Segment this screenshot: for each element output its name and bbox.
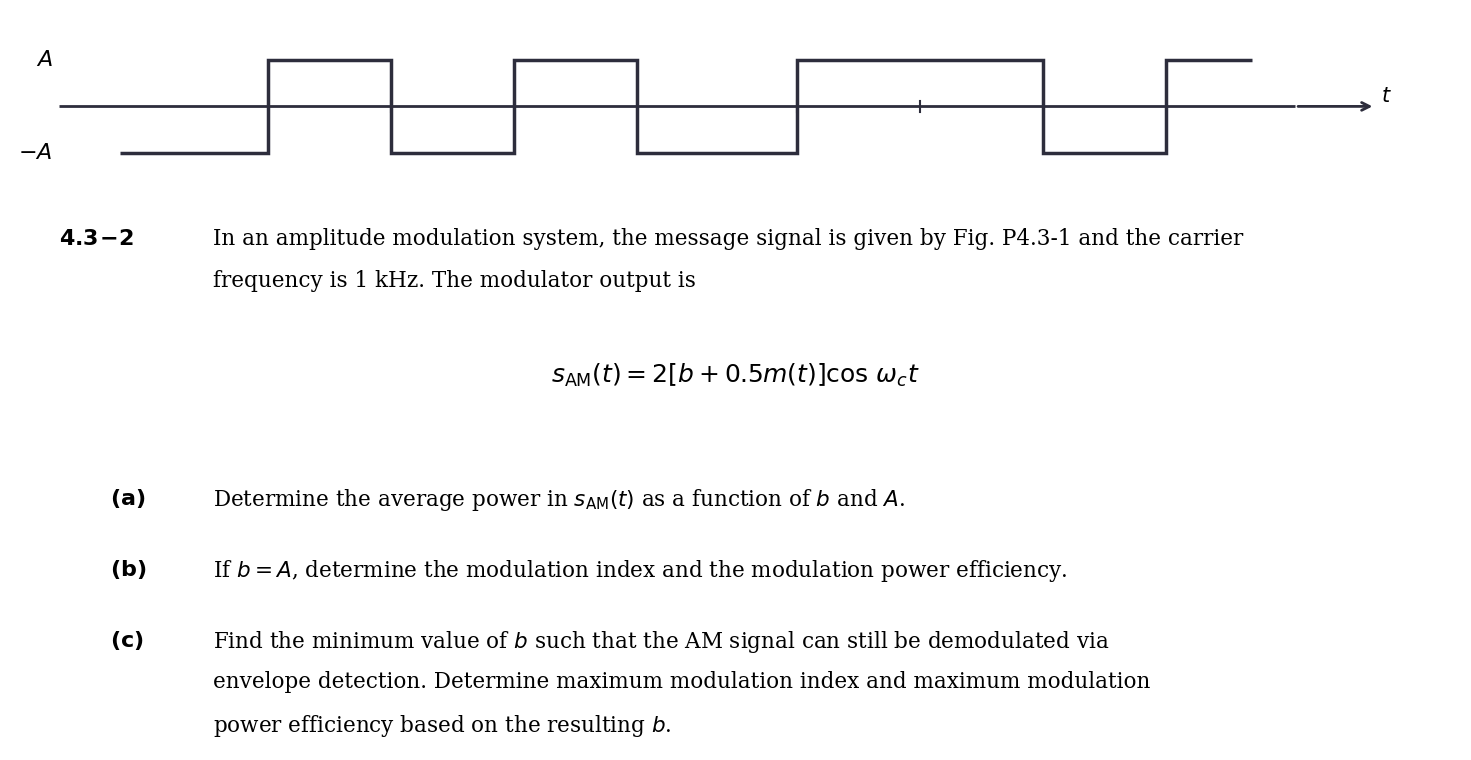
Text: $\mathbf{(b)}$: $\mathbf{(b)}$ <box>110 559 147 581</box>
Text: In an amplitude modulation system, the message signal is given by Fig. P4.3-1 an: In an amplitude modulation system, the m… <box>213 228 1243 250</box>
Text: If $b = A$, determine the modulation index and the modulation power efficiency.: If $b = A$, determine the modulation ind… <box>213 559 1068 584</box>
Text: envelope detection. Determine maximum modulation index and maximum modulation: envelope detection. Determine maximum mo… <box>213 671 1150 693</box>
Text: $\mathbf{(c)}$: $\mathbf{(c)}$ <box>110 629 144 652</box>
Text: $s_{\mathrm{AM}}(t) = 2[b + 0.5m(t)]\cos\,\omega_c t$: $s_{\mathrm{AM}}(t) = 2[b + 0.5m(t)]\cos… <box>552 362 919 389</box>
Text: power efficiency based on the resulting $b$.: power efficiency based on the resulting … <box>213 713 672 739</box>
Text: $-A$: $-A$ <box>18 142 53 164</box>
Text: frequency is 1 kHz. The modulator output is: frequency is 1 kHz. The modulator output… <box>213 270 696 292</box>
Text: $A$: $A$ <box>35 49 53 71</box>
Text: $\mathbf{(a)}$: $\mathbf{(a)}$ <box>110 487 146 510</box>
Text: Determine the average power in $s_{\mathrm{AM}}(t)$ as a function of $b$ and $A$: Determine the average power in $s_{\math… <box>213 487 906 513</box>
Text: $t$: $t$ <box>1381 87 1392 106</box>
Text: Find the minimum value of $b$ such that the AM signal can still be demodulated v: Find the minimum value of $b$ such that … <box>213 629 1109 655</box>
Text: $\mathbf{4.3\!-\!2}$: $\mathbf{4.3\!-\!2}$ <box>59 228 134 250</box>
